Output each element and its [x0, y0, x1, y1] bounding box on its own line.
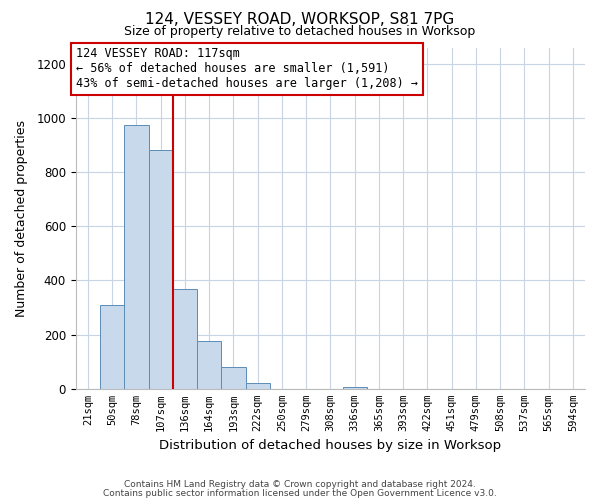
Bar: [197, 342, 221, 389]
Bar: [124, 124, 149, 389]
Bar: [245, 384, 270, 389]
X-axis label: Distribution of detached houses by size in Worksop: Distribution of detached houses by size …: [160, 440, 502, 452]
Bar: [100, 305, 124, 389]
Bar: [343, 388, 367, 389]
Text: 124 VESSEY ROAD: 117sqm
← 56% of detached houses are smaller (1,591)
43% of semi: 124 VESSEY ROAD: 117sqm ← 56% of detache…: [76, 48, 418, 90]
Text: Contains public sector information licensed under the Open Government Licence v3: Contains public sector information licen…: [103, 489, 497, 498]
Text: Size of property relative to detached houses in Worksop: Size of property relative to detached ho…: [124, 25, 476, 38]
Bar: [173, 288, 197, 389]
Bar: [149, 150, 173, 389]
Text: Contains HM Land Registry data © Crown copyright and database right 2024.: Contains HM Land Registry data © Crown c…: [124, 480, 476, 489]
Bar: [221, 367, 245, 389]
Text: 124, VESSEY ROAD, WORKSOP, S81 7PG: 124, VESSEY ROAD, WORKSOP, S81 7PG: [145, 12, 455, 28]
Y-axis label: Number of detached properties: Number of detached properties: [15, 120, 28, 316]
